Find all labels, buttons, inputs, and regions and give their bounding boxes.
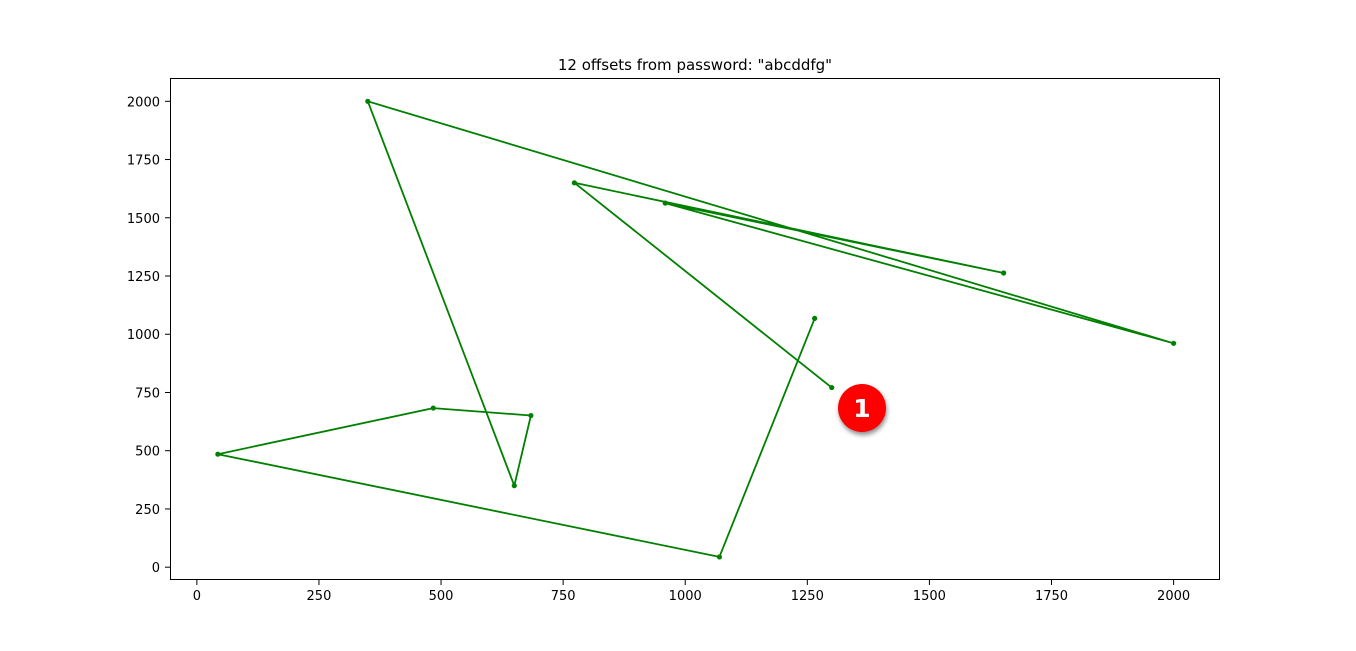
x-tick-label: 1000 [669, 589, 702, 604]
y-tick-label: 500 [135, 445, 160, 460]
x-tick-label: 500 [429, 589, 454, 604]
x-tick-label: 250 [307, 589, 332, 604]
data-point [812, 315, 818, 322]
x-tick-label: 750 [551, 589, 576, 604]
data-point [511, 483, 517, 489]
y-tick-label: 1000 [127, 328, 160, 343]
plot-frame [170, 78, 1220, 580]
x-tick-label: 2000 [1157, 589, 1190, 604]
data-point [662, 200, 668, 206]
y-tick-label: 750 [135, 386, 160, 401]
series-line [216, 100, 1175, 558]
data-point [571, 180, 577, 186]
data-point [1171, 340, 1177, 346]
x-tick-label: 1250 [791, 589, 824, 604]
series-layer [215, 98, 1177, 560]
y-tick-label: 1750 [127, 154, 160, 169]
step-number-badge: 1 [838, 384, 886, 432]
data-point [829, 384, 835, 391]
data-point [528, 412, 534, 419]
data-point [716, 554, 723, 560]
x-tick-label: 1500 [913, 589, 946, 604]
y-axis: 0 250 500 750 1000 1250 1500 1750 2000 [127, 95, 170, 576]
data-point [215, 451, 221, 457]
y-tick-label: 0 [152, 561, 160, 576]
x-tick-label: 0 [193, 589, 201, 604]
data-point [365, 98, 371, 104]
y-tick-label: 2000 [127, 95, 160, 110]
y-tick-label: 250 [135, 503, 160, 518]
data-point [430, 405, 436, 411]
y-tick-label: 1250 [127, 270, 160, 285]
chart-title: 12 offsets from password: "abcddfg" [558, 56, 832, 74]
x-tick-label: 1750 [1035, 589, 1068, 604]
data-point [1001, 270, 1007, 276]
x-axis: 0 250 500 750 1000 1250 1500 1750 2000 [193, 580, 1190, 604]
y-tick-label: 1500 [127, 212, 160, 227]
